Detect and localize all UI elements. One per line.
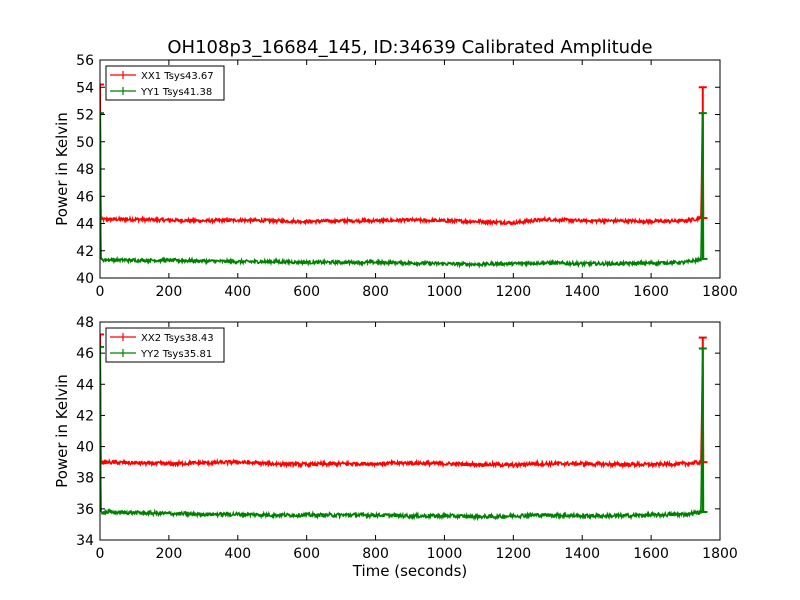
x-tick-label: 1400 [564, 546, 600, 562]
axes-frame [99, 321, 721, 541]
x-tick-label: 0 [96, 546, 105, 562]
legend-box [105, 327, 225, 363]
x-tick-label: 1800 [702, 546, 738, 562]
legend-label: XX2 Tsys38.43 [141, 333, 214, 344]
y-tick-label: 52 [76, 108, 94, 124]
y-tick-label: 40 [76, 271, 94, 287]
x-tick-label: 600 [293, 284, 320, 300]
x-tick-label: 1200 [496, 284, 532, 300]
y-tick-label: 46 [76, 189, 94, 205]
x-tick-label: 400 [224, 284, 251, 300]
y-tick-label: 36 [76, 502, 94, 518]
x-tick-label: 1200 [496, 546, 532, 562]
x-tick-label: 800 [362, 284, 389, 300]
x-tick-label: 400 [224, 546, 251, 562]
series-line-1 [100, 84, 705, 227]
x-tick-label: 1000 [427, 546, 463, 562]
y-tick-label: 44 [76, 377, 94, 393]
figure-title: OH108p3_16684_145, ID:34639 Calibrated A… [167, 37, 652, 58]
y-axis-label: Power in Kelvin [53, 374, 71, 488]
series-line-2 [100, 346, 705, 522]
x-axis-label: Time (seconds) [352, 562, 468, 580]
y-tick-label: 56 [76, 53, 94, 69]
y-tick-label: 50 [76, 135, 94, 151]
series-line-1 [100, 334, 705, 470]
legend: XX1 Tsys43.67 YY1 Tsys41.38 [105, 65, 225, 101]
y-tick-label: 46 [76, 346, 94, 362]
x-tick-label: 1600 [633, 546, 669, 562]
y-axis-label: Power in Kelvin [53, 112, 71, 226]
x-tick-label: 1800 [702, 284, 738, 300]
y-tick-label: 54 [76, 80, 94, 96]
y-tick-label: 34 [76, 533, 94, 549]
series-line-2 [100, 113, 705, 269]
x-tick-label: 1400 [564, 284, 600, 300]
x-tick-label: 0 [96, 284, 105, 300]
plot-area [100, 83, 708, 269]
y-tick-label: 42 [76, 244, 94, 260]
legend-label: YY2 Tsys35.81 [140, 349, 212, 360]
top-subplot: 0 200 400 600 800 1000 1200 1400 1600 1800 40 42 44 4… [53, 53, 738, 300]
legend-label: YY1 Tsys41.38 [140, 87, 212, 98]
x-tick-label: 200 [156, 546, 183, 562]
bottom-subplot: 0 200 400 600 800 1000 1200 1400 1600 1800 34 36 38 4… [53, 315, 738, 580]
legend-box [105, 65, 225, 101]
y-tick-label: 38 [76, 471, 94, 487]
legend-label: XX1 Tsys43.67 [141, 71, 214, 82]
x-tick-label: 600 [293, 546, 320, 562]
y-tick-label: 42 [76, 408, 94, 424]
x-tick-label: 1600 [633, 284, 669, 300]
y-tick-label: 48 [76, 315, 94, 331]
legend: XX2 Tsys38.43 YY2 Tsys35.81 [105, 327, 225, 363]
y-tick-label: 48 [76, 162, 94, 178]
y-tick-label: 44 [76, 217, 94, 233]
x-tick-label: 1000 [427, 284, 463, 300]
y-tick-label: 40 [76, 440, 94, 456]
x-tick-label: 200 [156, 284, 183, 300]
x-tick-label: 800 [362, 546, 389, 562]
